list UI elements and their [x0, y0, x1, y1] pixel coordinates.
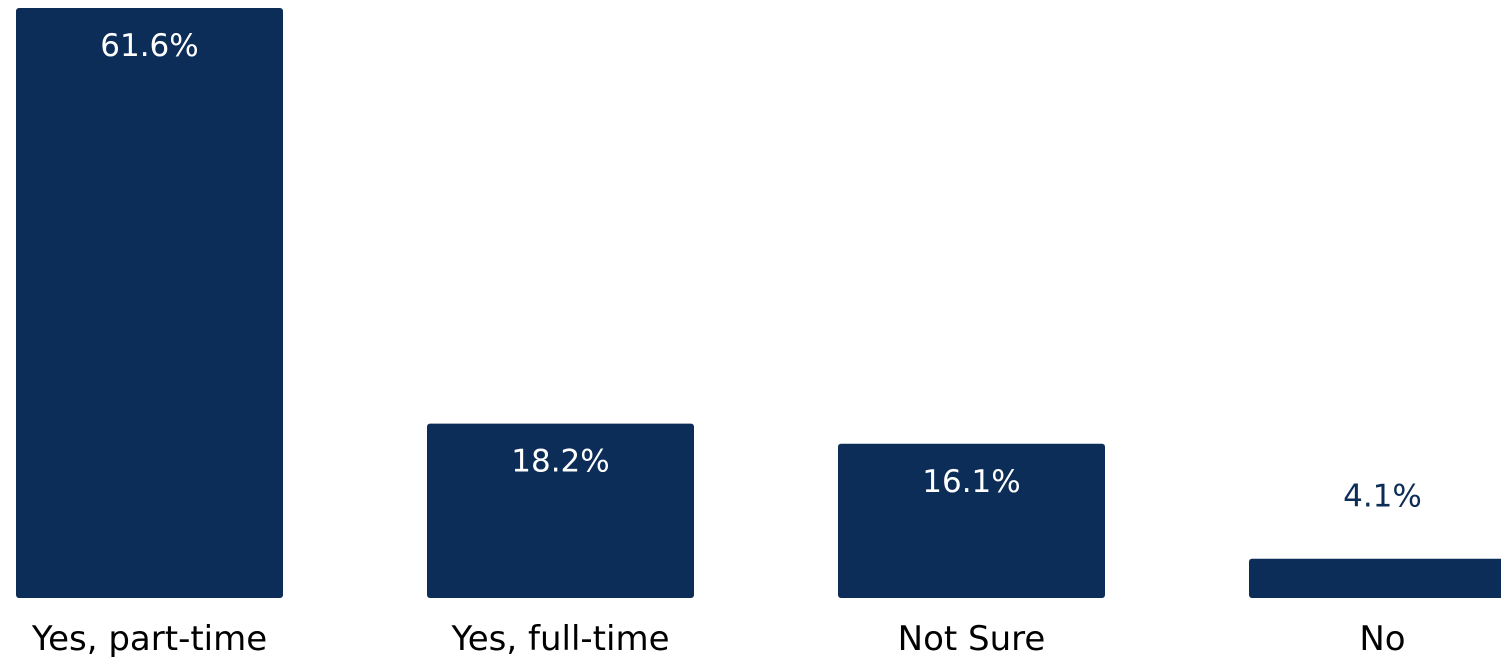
category-labels-group: Yes, part-time Yes, full-time Not Sure No — [31, 619, 1406, 659]
category-label: No — [1359, 619, 1405, 659]
data-label: 16.1% — [922, 464, 1020, 500]
bars-group — [16, 8, 1501, 598]
data-label: 61.6% — [100, 28, 198, 64]
data-label: 4.1% — [1343, 479, 1422, 515]
category-label: Yes, full-time — [451, 619, 670, 659]
bar-yes-full-time — [427, 423, 694, 598]
bar-no — [1249, 558, 1501, 598]
value-labels-group: 61.6% 18.2% 16.1% 4.1% — [100, 28, 1422, 515]
category-label: Not Sure — [898, 619, 1046, 659]
category-label: Yes, part-time — [31, 619, 267, 659]
bar-not-sure — [838, 443, 1105, 598]
data-label: 18.2% — [511, 444, 609, 480]
bar-yes-part-time — [16, 8, 283, 598]
